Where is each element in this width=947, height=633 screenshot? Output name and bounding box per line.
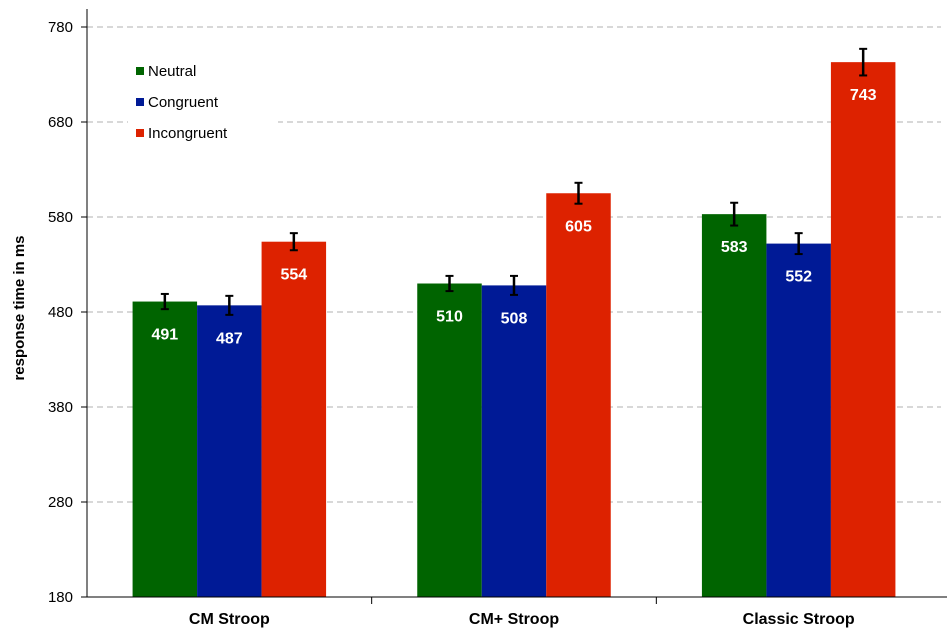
legend-swatch	[136, 129, 144, 137]
y-axis-title: response time in ms	[11, 235, 28, 380]
bar-incongruent-2	[546, 193, 611, 597]
y-tick-label: 380	[48, 399, 73, 416]
data-labels: 491 487 554 510 508 605 583 552 743	[151, 87, 876, 347]
legend-box	[128, 54, 278, 150]
y-tick-label: 180	[48, 589, 73, 606]
bar-congruent-1	[197, 305, 262, 597]
bars	[132, 47, 896, 597]
legend: Neutral Congruent Incongruent	[128, 54, 278, 150]
x-category-label: CM Stroop	[189, 611, 270, 628]
bar-incongruent-3	[830, 62, 896, 597]
legend-label: Congruent	[148, 94, 219, 111]
bar-neutral-3	[701, 214, 767, 597]
bar-congruent-3	[766, 243, 831, 597]
legend-swatch	[136, 67, 144, 75]
legend-label: Incongruent	[148, 125, 228, 142]
data-label: 554	[280, 267, 307, 284]
legend-label: Neutral	[148, 63, 196, 80]
y-tick-label: 680	[48, 114, 73, 131]
x-category-label: CM+ Stroop	[469, 611, 559, 628]
data-label: 510	[436, 309, 463, 326]
data-label: 743	[850, 87, 877, 104]
bar-neutral-1	[132, 301, 198, 597]
y-tick-label: 280	[48, 494, 73, 511]
data-label: 487	[216, 330, 243, 347]
legend-swatch	[136, 98, 144, 106]
data-label: 605	[565, 218, 592, 235]
y-tick-label: 480	[48, 304, 73, 321]
y-tick-label: 780	[48, 19, 73, 36]
x-category-label: Classic Stroop	[743, 611, 855, 628]
axes: 180 280 380 480 580 680 780 CM Stroop CM+ Stroop…	[48, 9, 947, 628]
bar-congruent-2	[481, 285, 547, 597]
data-label: 552	[785, 269, 812, 286]
y-tick-label: 580	[48, 209, 73, 226]
data-label: 508	[501, 310, 528, 327]
bar-incongruent-1	[261, 241, 327, 597]
data-label: 491	[151, 327, 178, 344]
bar-neutral-2	[417, 283, 482, 597]
data-label: 583	[721, 239, 748, 256]
